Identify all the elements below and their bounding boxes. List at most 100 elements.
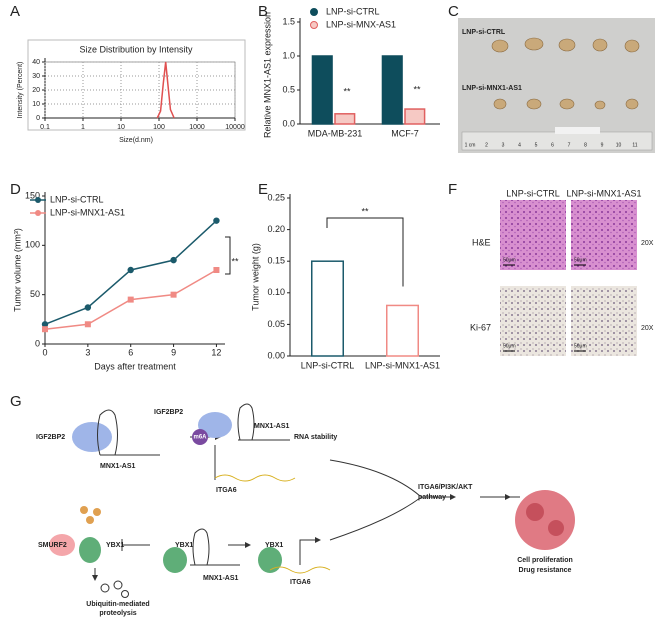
diagram-label: YBX1 bbox=[265, 542, 283, 549]
legend-swatch bbox=[310, 8, 318, 16]
diagram-label: SMURF2 bbox=[38, 542, 67, 549]
diagram-label: MNX1-AS1 bbox=[254, 423, 290, 430]
row-label: Ki-67 bbox=[470, 322, 491, 332]
bar bbox=[404, 108, 426, 125]
y-tick-label: 0.20 bbox=[267, 224, 285, 234]
y-tick-label: 100 bbox=[25, 240, 40, 250]
y-tick-label: 30 bbox=[32, 73, 40, 80]
y-tick-label: 0.15 bbox=[267, 256, 285, 266]
y-tick-label: 50 bbox=[30, 289, 40, 299]
y-tick-label: 20 bbox=[32, 87, 40, 94]
ruler-label: 11 bbox=[632, 142, 637, 148]
point bbox=[42, 326, 48, 333]
panel-label: F bbox=[448, 181, 457, 198]
y-tick-label: 0 bbox=[35, 338, 40, 348]
bar bbox=[311, 260, 344, 357]
point bbox=[127, 266, 134, 274]
photo-label: LNP-si-MNX1-AS1 bbox=[462, 85, 522, 92]
x-tick-label: MCF-7 bbox=[391, 128, 419, 138]
y-tick-label: 0.5 bbox=[282, 84, 295, 94]
diagram-label: YBX1 bbox=[106, 542, 124, 549]
diagram-label: Ubiquitin-mediated bbox=[86, 601, 149, 608]
bar bbox=[386, 304, 419, 357]
scale-bar-label: 50μm bbox=[574, 343, 587, 349]
chart-frame bbox=[27, 39, 246, 131]
point bbox=[41, 321, 49, 328]
x-tick-label: LNP-si-CTRL bbox=[301, 360, 355, 370]
bracket bbox=[326, 217, 404, 287]
diagram-label: IGF2BP2 bbox=[36, 434, 65, 441]
ruler-label: 8 bbox=[584, 142, 587, 148]
scale-bar-label: 50μm bbox=[503, 343, 516, 349]
diagram-label: MNX1-AS1 bbox=[100, 463, 136, 470]
y-tick-label: 1.0 bbox=[282, 50, 295, 60]
magnification: 20X bbox=[641, 240, 654, 247]
plot-area bbox=[44, 61, 236, 119]
point bbox=[127, 296, 134, 303]
x-tick-label: 100 bbox=[153, 124, 165, 131]
column-label: LNP-si-MNX1-AS1 bbox=[566, 188, 641, 198]
significance: ** bbox=[361, 206, 369, 216]
diagram-label: ITGA6 bbox=[290, 579, 311, 586]
ruler-label: 2 bbox=[485, 142, 488, 148]
x-tick-label: 6 bbox=[128, 347, 133, 357]
diagram-label: ITGA6 bbox=[216, 487, 237, 494]
bar bbox=[381, 55, 403, 125]
y-tick-label: 0.05 bbox=[267, 319, 285, 329]
significance: ** bbox=[231, 256, 239, 266]
panel-label: C bbox=[448, 3, 459, 20]
legend-label: LNP-si-CTRL bbox=[50, 194, 104, 204]
panel-label: A bbox=[10, 3, 20, 20]
y-tick-label: 0 bbox=[36, 115, 40, 122]
ruler-label: 10 bbox=[616, 142, 622, 148]
point bbox=[84, 304, 92, 311]
scale-bar-label: 50μm bbox=[503, 257, 516, 263]
histology-images bbox=[500, 200, 637, 356]
y-tick-label: 150 bbox=[25, 190, 40, 200]
y-tick-label: 0.0 bbox=[282, 118, 295, 128]
y-axis-label: Tumor volume (mm³) bbox=[12, 228, 22, 312]
tumor-photo bbox=[458, 18, 655, 153]
ruler-label: 6 bbox=[551, 142, 554, 148]
panel-label: B bbox=[258, 3, 268, 20]
ruler-label: 4 bbox=[518, 142, 521, 148]
x-tick-label: 3 bbox=[85, 347, 90, 357]
diagram-label: IGF2BP2 bbox=[154, 409, 183, 416]
x-tick-label: MDA-MB-231 bbox=[308, 128, 363, 138]
y-axis-label: Intensity (Percent) bbox=[17, 62, 24, 119]
ruler-label: 3 bbox=[502, 142, 505, 148]
diagram-label: pathway bbox=[418, 494, 446, 501]
point bbox=[213, 267, 220, 273]
legend-swatch bbox=[310, 21, 318, 29]
legend-swatch bbox=[35, 197, 41, 203]
y-tick-label: 1.5 bbox=[282, 16, 295, 26]
y-axis-label: Tumor weight (g) bbox=[250, 243, 260, 311]
x-tick-label: 10 bbox=[117, 124, 125, 131]
ruler-label: 7 bbox=[568, 142, 571, 148]
panel-label: D bbox=[10, 181, 21, 198]
diagram-label: MNX1-AS1 bbox=[203, 575, 239, 582]
legend-label: LNP-si-MNX1-AS1 bbox=[50, 207, 125, 217]
x-tick-label: 12 bbox=[211, 347, 221, 357]
significance: ** bbox=[413, 84, 421, 94]
line bbox=[156, 61, 175, 119]
diagram-label: YBX1 bbox=[175, 542, 193, 549]
ruler-label: 1 cm bbox=[465, 142, 476, 148]
diagram-label: m6A bbox=[193, 435, 207, 441]
y-tick-label: 0.10 bbox=[267, 287, 285, 297]
x-tick-label: 10000 bbox=[225, 124, 245, 131]
diagram-label: proteolysis bbox=[99, 610, 136, 617]
legend-label: LNP-si-CTRL bbox=[326, 6, 380, 16]
point bbox=[84, 321, 91, 328]
diagram-label: Cell proliferation bbox=[517, 557, 573, 564]
significance: ** bbox=[343, 86, 351, 96]
x-axis-label: Days after treatment bbox=[94, 361, 176, 371]
point bbox=[170, 291, 177, 298]
ruler-label: 9 bbox=[601, 142, 604, 148]
x-tick-label: 0 bbox=[42, 347, 47, 357]
legend-swatch bbox=[35, 210, 41, 216]
x-tick-label: 9 bbox=[171, 347, 176, 357]
mechanism-shapes bbox=[49, 403, 575, 598]
bar bbox=[311, 55, 333, 125]
